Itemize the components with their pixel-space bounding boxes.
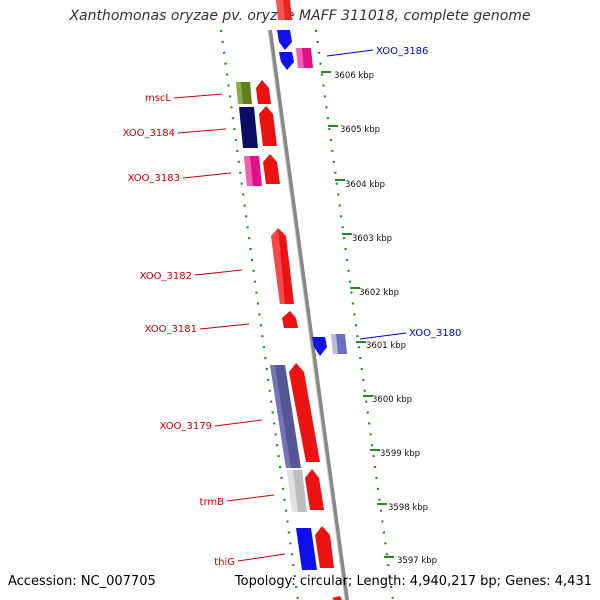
left-leader-lines <box>173 93 286 562</box>
tick-label: 3599 kbp <box>380 449 420 459</box>
genome-axis-highlight <box>267 29 346 600</box>
gene-label-xoo-3182[interactable]: XOO_3182 <box>140 271 192 282</box>
tick-label: 3598 kbp <box>388 503 428 513</box>
left-strand-boundary <box>219 29 300 600</box>
gene-label-mscl[interactable]: mscL <box>145 93 171 104</box>
genome-title: Xanthomonas oryzae pv. oryzae MAFF 31101… <box>69 8 531 24</box>
tick-label: 3605 kbp <box>340 125 380 135</box>
gene-thig[interactable] <box>296 528 317 570</box>
tick-label: 3604 kbp <box>345 180 385 190</box>
gene-xoo-3184[interactable] <box>239 107 258 148</box>
gene-xoo-3180[interactable] <box>312 337 327 356</box>
gene-label-thig[interactable]: thiG <box>214 557 235 568</box>
gene-label-xoo-3181[interactable]: XOO_3181 <box>145 324 197 335</box>
gene-trmb-forward[interactable] <box>305 469 324 510</box>
gene-label-xoo-3186[interactable]: XOO_3186 <box>376 46 428 57</box>
topology-text: Topology: circular; Length: 4,940,217 bp… <box>234 574 592 589</box>
gene-label-xoo-3179[interactable]: XOO_3179 <box>160 421 212 432</box>
gene-reverse-2[interactable] <box>279 52 294 70</box>
tick-label: 3602 kbp <box>359 288 399 298</box>
genome-axis <box>268 29 349 600</box>
gene-reverse-1[interactable] <box>277 30 292 50</box>
gene-thig-forward[interactable] <box>315 526 334 568</box>
accession-text: Accession: NC_007705 <box>8 574 156 589</box>
right-strand-boundary <box>314 29 395 600</box>
gene-xoo-3179-forward[interactable] <box>289 363 320 462</box>
gene-xoo-3184-forward[interactable] <box>259 106 277 146</box>
gene-label-xoo-3180[interactable]: XOO_3180 <box>409 328 461 339</box>
gene-xoo-3183-forward[interactable] <box>263 154 280 184</box>
tick-label: 3597 kbp <box>397 556 437 566</box>
tick-label: 3600 kbp <box>372 395 412 405</box>
gene-label-trmb[interactable]: trmB <box>200 497 225 508</box>
tick-label: 3606 kbp <box>334 71 374 81</box>
gene-label-xoo-3184[interactable]: XOO_3184 <box>123 128 175 139</box>
gene-xoo-3181[interactable] <box>282 311 298 328</box>
tick-label: 3601 kbp <box>366 341 406 351</box>
gene-mscl-forward[interactable] <box>256 80 271 104</box>
gene-partial-bottom[interactable] <box>332 596 342 600</box>
gene-label-xoo-3183[interactable]: XOO_3183 <box>128 173 180 184</box>
tick-label: 3603 kbp <box>352 234 392 244</box>
right-leader-lines <box>326 49 407 340</box>
tick-marks <box>321 71 394 558</box>
